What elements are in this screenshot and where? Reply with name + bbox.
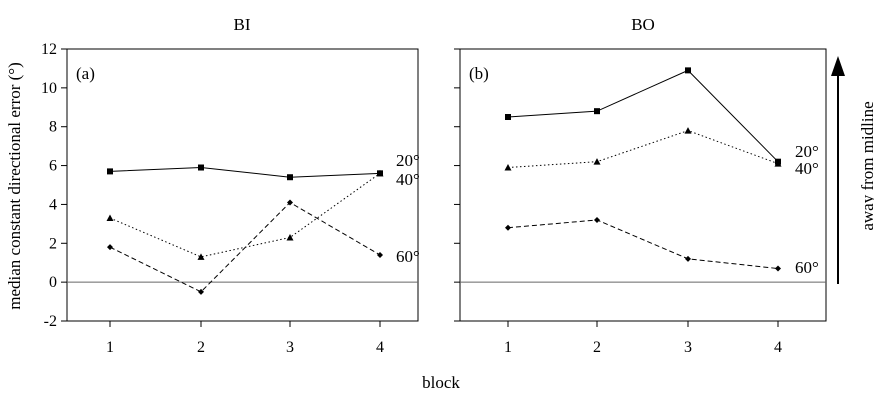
series-line [507,69,779,163]
x-tick-label: 1 [106,339,114,356]
series-label: 20° [396,151,420,170]
series-label: 40° [396,170,420,189]
arrow-label: away from midline [858,101,874,230]
panel-b-title: BO [631,15,655,34]
data-point [505,224,511,231]
data-point [594,108,600,115]
panel-b-series-labels: 20°40° 60° [795,142,819,277]
data-point [376,169,384,177]
direction-arrow [831,56,845,284]
panel-b-label: (b) [469,64,489,83]
data-point [593,158,601,165]
y-tick-label: 6 [49,158,57,175]
panel-a-frame [66,48,419,322]
series-label: 60° [396,247,420,266]
y-tick-label: 8 [49,119,57,136]
data-point [106,214,114,222]
data-point [775,265,781,272]
data-point [685,255,691,262]
x-axis-label: block [422,373,460,392]
data-point [287,199,293,206]
data-point [197,253,205,260]
y-axis-ticks [454,48,460,322]
y-axis-label: median constant directional error (°) [5,62,24,310]
panel-b: BO (b) 1 2 3 4 20°40° 60° [454,15,827,356]
data-point [107,168,113,175]
data-point [685,67,691,74]
panel-a-series [67,164,418,295]
y-tick-label: 0 [49,274,57,291]
y-tick-label: 2 [49,235,57,252]
y-axis-ticks: 12 10 8 6 4 2 0 -2 [41,41,67,330]
series-line [109,172,381,258]
panel-a-series-labels: 20°40° 60° [396,151,420,266]
series-label: 60° [795,258,819,277]
data-point [684,127,692,134]
y-tick-label: 12 [41,41,57,58]
x-axis-ticks: 1 2 3 4 [504,321,782,356]
x-tick-label: 2 [197,339,205,356]
y-tick-label: 4 [49,196,57,213]
data-point [198,288,204,295]
panel-b-series [460,67,826,283]
x-axis-ticks: 1 2 3 4 [106,321,384,356]
data-point [287,174,293,181]
arrow-head-icon [831,56,845,76]
panel-a-title: BI [234,15,251,34]
data-point [774,160,782,167]
data-point [594,216,600,223]
data-point [198,164,204,171]
series-label: 40° [795,159,819,178]
x-tick-label: 3 [286,339,294,356]
panel-b-frame [459,48,827,322]
data-point [505,114,511,120]
panel-a-label: (a) [76,64,95,83]
data-point [286,233,294,241]
data-point [504,164,512,171]
x-tick-label: 4 [774,339,782,356]
x-tick-label: 2 [593,339,601,356]
data-point [107,244,113,251]
y-tick-label: -2 [44,313,57,330]
x-tick-label: 3 [684,339,692,356]
series-line [507,130,779,169]
y-tick-label: 10 [41,80,57,97]
x-tick-label: 4 [376,339,384,356]
data-point [377,251,383,258]
series-line [109,167,381,178]
series-line [109,201,381,293]
series-label: 20° [795,142,819,161]
x-tick-label: 1 [504,339,512,356]
series-line [507,219,779,270]
